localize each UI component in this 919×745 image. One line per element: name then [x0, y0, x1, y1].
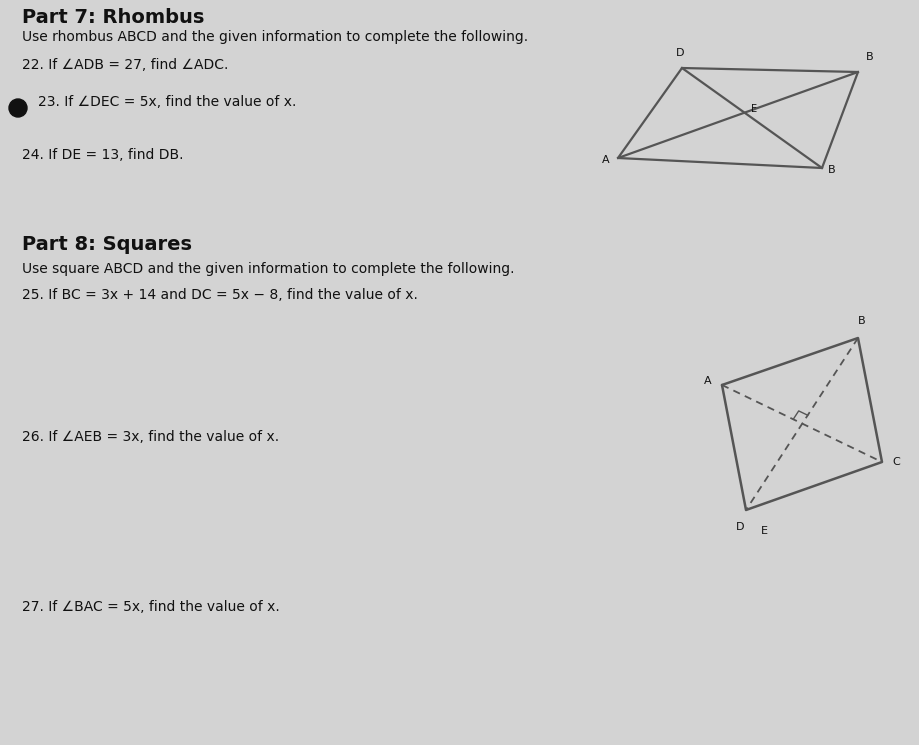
Text: B: B — [866, 52, 874, 62]
Text: D: D — [675, 48, 685, 58]
Text: 25. If BC = 3x + 14 and DC = 5x − 8, find the value of x.: 25. If BC = 3x + 14 and DC = 5x − 8, fin… — [22, 288, 418, 302]
Text: 27. If ∠BAC = 5x, find the value of x.: 27. If ∠BAC = 5x, find the value of x. — [22, 600, 279, 614]
Circle shape — [9, 99, 27, 117]
Text: Part 7: Rhombus: Part 7: Rhombus — [22, 8, 204, 27]
Text: A: A — [704, 376, 712, 386]
Text: B: B — [858, 316, 866, 326]
Text: Use square ABCD and the given information to complete the following.: Use square ABCD and the given informatio… — [22, 262, 515, 276]
Text: E: E — [761, 526, 767, 536]
Text: 24. If DE = 13, find DB.: 24. If DE = 13, find DB. — [22, 148, 184, 162]
Text: 22. If ∠ADB = 27, find ∠ADC.: 22. If ∠ADB = 27, find ∠ADC. — [22, 58, 229, 72]
Text: Part 8: Squares: Part 8: Squares — [22, 235, 192, 254]
Text: Use rhombus ABCD and the given information to complete the following.: Use rhombus ABCD and the given informati… — [22, 30, 528, 44]
Text: 23. If ∠DEC = 5x, find the value of x.: 23. If ∠DEC = 5x, find the value of x. — [38, 95, 296, 109]
Text: E: E — [751, 104, 756, 114]
Text: C: C — [892, 457, 900, 467]
Text: B: B — [828, 165, 835, 175]
Text: 26. If ∠AEB = 3x, find the value of x.: 26. If ∠AEB = 3x, find the value of x. — [22, 430, 279, 444]
Text: A: A — [602, 155, 610, 165]
Text: D: D — [736, 522, 744, 532]
